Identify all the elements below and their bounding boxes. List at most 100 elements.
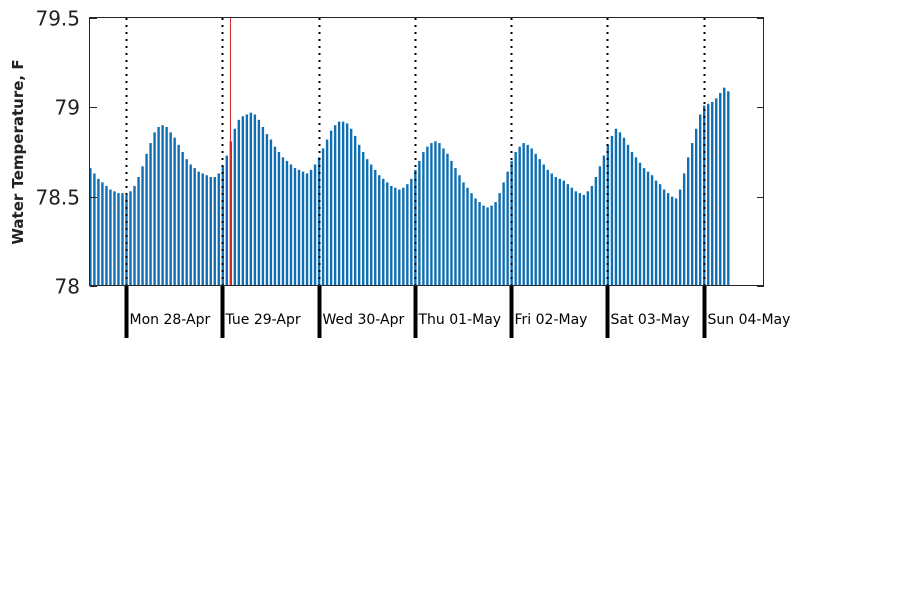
temperature-bar bbox=[362, 152, 365, 286]
temperature-bar bbox=[566, 184, 570, 286]
temperature-bar bbox=[434, 141, 437, 286]
temperature-bar bbox=[462, 182, 465, 286]
day-tick-label: Sat 03-May bbox=[611, 312, 690, 328]
y-tick-label: 79 bbox=[55, 96, 80, 120]
temperature-bar bbox=[269, 139, 273, 286]
temperature-bar bbox=[454, 168, 457, 286]
temperature-bar bbox=[161, 125, 164, 286]
temperature-bar bbox=[177, 144, 180, 286]
temperature-bar bbox=[297, 169, 301, 286]
temperature-bar bbox=[245, 114, 249, 286]
temperature-bar bbox=[554, 177, 557, 286]
temperature-bar bbox=[438, 143, 441, 286]
temperature-bar bbox=[546, 169, 549, 286]
temperature-bar bbox=[157, 126, 160, 287]
temperature-bar bbox=[442, 148, 445, 286]
temperature-bar bbox=[654, 180, 658, 286]
temperature-bar bbox=[502, 182, 505, 286]
temperature-bar bbox=[357, 144, 361, 286]
temperature-bar bbox=[666, 193, 670, 286]
temperature-bar bbox=[353, 135, 357, 286]
temperature-bar bbox=[703, 105, 706, 286]
temperature-bar bbox=[173, 137, 176, 286]
y-tick-label: 78.5 bbox=[35, 186, 80, 210]
temperature-bar bbox=[213, 177, 216, 286]
temperature-bar bbox=[699, 114, 702, 286]
temperature-bar bbox=[470, 193, 473, 286]
temperature-bar bbox=[618, 132, 622, 286]
temperature-bar bbox=[402, 187, 405, 286]
temperature-bar bbox=[394, 187, 397, 286]
temperature-bar bbox=[321, 148, 325, 286]
y-tick-label: 79.5 bbox=[35, 7, 80, 31]
plot-frame bbox=[89, 17, 764, 286]
temperature-bar bbox=[426, 146, 429, 286]
y-axis-label: Water Temperature, F bbox=[9, 59, 27, 244]
temperature-bar bbox=[542, 164, 545, 286]
temperature-bar bbox=[153, 132, 156, 286]
temperature-bar bbox=[430, 143, 433, 286]
temperature-bar bbox=[121, 193, 124, 286]
temperature-bar bbox=[305, 173, 309, 286]
temperature-bar bbox=[141, 166, 144, 286]
temperature-bar bbox=[590, 185, 594, 286]
temperature-bar bbox=[109, 189, 112, 286]
temperature-bar bbox=[414, 169, 417, 286]
temperature-bar bbox=[494, 202, 497, 286]
temperature-bar bbox=[586, 191, 590, 286]
day-tick-label: Sun 04-May bbox=[708, 312, 791, 328]
temperature-bar bbox=[117, 193, 120, 286]
temperature-bar bbox=[325, 139, 329, 286]
temperature-bar bbox=[711, 101, 714, 286]
x-axis-day-ticks: Mon 28-Apr Tue 29-Apr Wed 30-Apr Thu 01-May… bbox=[124, 286, 791, 338]
temperature-bar bbox=[209, 177, 212, 286]
temperature-bar bbox=[610, 135, 614, 286]
temperature-bar bbox=[341, 121, 345, 286]
temperature-bar bbox=[273, 146, 277, 286]
temperature-bar bbox=[678, 189, 682, 286]
temperature-bar bbox=[630, 152, 634, 286]
temperature-bar bbox=[225, 155, 228, 286]
temperature-bar bbox=[265, 134, 269, 286]
temperature-bar bbox=[622, 137, 626, 286]
temperature-bar bbox=[690, 143, 694, 286]
temperature-bar bbox=[446, 153, 449, 286]
temperature-bar bbox=[133, 185, 136, 286]
temperature-bar bbox=[638, 162, 642, 286]
temperature-bar bbox=[165, 126, 168, 287]
day-divider-lines bbox=[125, 18, 706, 286]
temperature-bar bbox=[257, 119, 261, 286]
temperature-bar bbox=[233, 128, 237, 286]
temperature-bar bbox=[333, 125, 337, 286]
temperature-bar bbox=[125, 194, 128, 286]
temperature-bar bbox=[329, 130, 333, 286]
y-axis: 78 78.5 79 79.5 bbox=[35, 7, 764, 299]
temperature-bar bbox=[390, 185, 393, 286]
temperature-bar bbox=[723, 87, 726, 287]
temperature-bar bbox=[422, 152, 425, 286]
temperature-bar bbox=[205, 175, 208, 286]
temperature-bar bbox=[558, 178, 561, 286]
temperature-bar bbox=[241, 116, 245, 287]
temperature-bar bbox=[145, 153, 148, 286]
temperature-bar bbox=[514, 152, 517, 286]
day-tick-label: Fri 02-May bbox=[515, 312, 588, 328]
temperature-bar bbox=[670, 196, 674, 286]
temperature-bar bbox=[582, 194, 586, 286]
temperature-bar bbox=[662, 189, 666, 286]
temperature-bar bbox=[562, 180, 565, 286]
temperature-bar bbox=[634, 157, 638, 286]
temperature-bar bbox=[217, 173, 220, 286]
temperature-bar bbox=[293, 168, 297, 286]
day-tick-label: Tue 29-Apr bbox=[225, 312, 301, 328]
temperature-bar bbox=[458, 175, 461, 286]
temperature-bar bbox=[253, 114, 257, 286]
temperature-bar bbox=[277, 152, 281, 286]
temperature-bar bbox=[518, 146, 521, 286]
temperature-bar bbox=[374, 169, 377, 286]
temperature-bar bbox=[719, 93, 722, 286]
temperature-bar bbox=[482, 205, 485, 286]
temperature-bar bbox=[93, 173, 96, 286]
temperature-bar bbox=[398, 189, 401, 286]
